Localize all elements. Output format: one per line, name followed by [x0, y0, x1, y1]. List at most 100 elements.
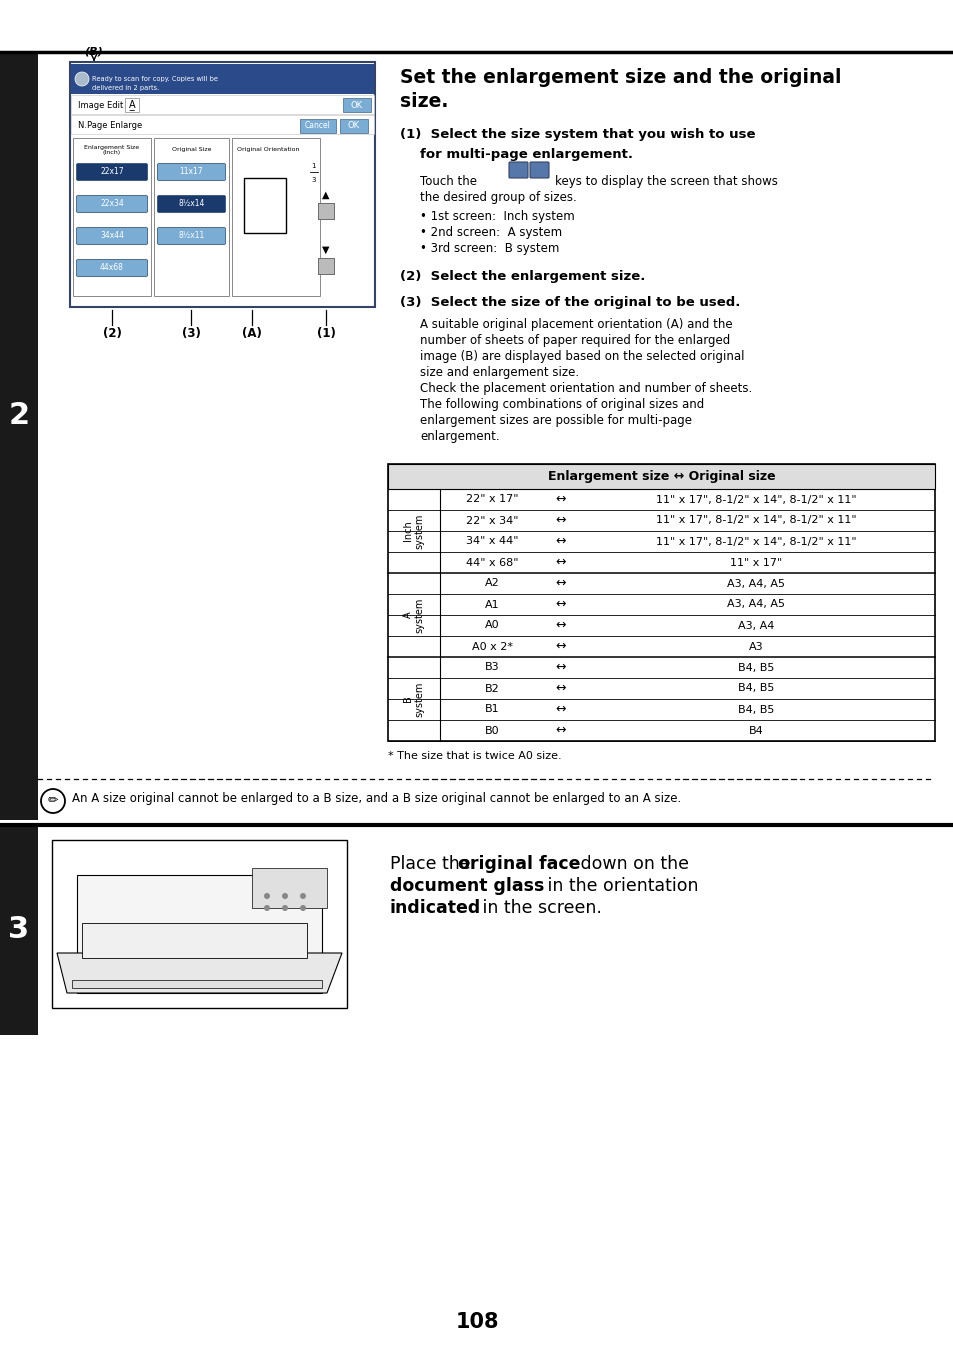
Bar [71, 979, 322, 988]
Text: ↔: ↔ [556, 703, 566, 716]
Text: A0 x 2*: A0 x 2* [472, 642, 513, 651]
Bar [252, 867, 327, 908]
Text: A1: A1 [485, 600, 499, 609]
Text: original face: original face [457, 855, 579, 873]
Bar [71, 115, 374, 134]
Text: 22x34: 22x34 [100, 200, 124, 208]
Text: 11" x 17": 11" x 17" [729, 558, 781, 567]
Bar [232, 138, 319, 296]
Text: Place the: Place the [390, 855, 476, 873]
Text: Image Edit: Image Edit [78, 100, 123, 109]
Text: Set the enlargement size and the original: Set the enlargement size and the origina… [399, 68, 841, 86]
Circle shape [299, 893, 306, 898]
Text: enlargement.: enlargement. [419, 430, 499, 443]
Bar [125, 99, 139, 112]
Text: keys to display the screen that shows: keys to display the screen that shows [555, 176, 777, 188]
Bar [244, 178, 286, 232]
Text: indicated: indicated [390, 898, 480, 917]
Text: A3, A4: A3, A4 [737, 620, 774, 631]
Bar [317, 258, 334, 274]
Text: ▼: ▼ [515, 180, 521, 189]
Text: A suitable original placement orientation (A) and the: A suitable original placement orientatio… [419, 317, 732, 331]
FancyBboxPatch shape [76, 227, 148, 245]
Text: A̲: A̲ [129, 100, 135, 111]
Polygon shape [57, 952, 341, 993]
Text: delivered in 2 parts.: delivered in 2 parts. [91, 85, 159, 91]
Text: enlargement sizes are possible for multi-page: enlargement sizes are possible for multi… [419, 413, 691, 427]
Text: (3)  Select the size of the original to be used.: (3) Select the size of the original to b… [399, 296, 740, 309]
Circle shape [75, 72, 89, 86]
Bar [73, 138, 151, 296]
Text: ↔: ↔ [556, 640, 566, 653]
Circle shape [264, 905, 270, 911]
Text: Enlargement Size
(Inch): Enlargement Size (Inch) [85, 145, 139, 155]
Text: 1: 1 [312, 163, 315, 169]
Text: ↔: ↔ [556, 724, 566, 738]
Bar [317, 203, 334, 219]
FancyBboxPatch shape [509, 162, 527, 178]
Bar [52, 840, 347, 1008]
Text: A
system: A system [403, 597, 424, 632]
Text: (A): (A) [242, 327, 262, 339]
Circle shape [282, 893, 288, 898]
Bar [0, 825, 38, 1035]
Text: B4, B5: B4, B5 [737, 662, 774, 673]
Text: 34x44: 34x44 [100, 231, 124, 240]
Text: Original Orientation: Original Orientation [236, 147, 299, 153]
Bar [153, 138, 229, 296]
FancyBboxPatch shape [157, 163, 225, 181]
Text: * The size that is twice A0 size.: * The size that is twice A0 size. [388, 751, 561, 761]
Text: Touch the: Touch the [419, 176, 476, 188]
Text: (2)  Select the enlargement size.: (2) Select the enlargement size. [399, 270, 644, 282]
Text: A3, A4, A5: A3, A4, A5 [726, 578, 784, 589]
Text: the desired group of sizes.: the desired group of sizes. [419, 190, 577, 204]
Text: number of sheets of paper required for the enlarged: number of sheets of paper required for t… [419, 334, 729, 347]
Text: image (B) are displayed based on the selected original: image (B) are displayed based on the sel… [419, 350, 743, 363]
Text: B1: B1 [485, 704, 499, 715]
Text: 22" x 17": 22" x 17" [466, 494, 518, 504]
Bar [388, 463, 934, 489]
Text: 11" x 17", 8-1/2" x 14", 8-1/2" x 11": 11" x 17", 8-1/2" x 14", 8-1/2" x 11" [655, 494, 856, 504]
Bar [343, 99, 371, 112]
Bar [82, 923, 307, 958]
Text: ↔: ↔ [556, 577, 566, 590]
Text: down on the: down on the [575, 855, 688, 873]
Text: B4: B4 [748, 725, 762, 735]
Text: B2: B2 [485, 684, 499, 693]
Text: 22" x 34": 22" x 34" [466, 516, 518, 526]
Text: 44x68: 44x68 [100, 263, 124, 273]
Text: Enlargement size ↔ Original size: Enlargement size ↔ Original size [547, 470, 775, 484]
Text: Ready to scan for copy. Copies will be: Ready to scan for copy. Copies will be [91, 76, 218, 82]
Text: Inch
system: Inch system [403, 513, 424, 549]
Text: 11" x 17", 8-1/2" x 14", 8-1/2" x 11": 11" x 17", 8-1/2" x 14", 8-1/2" x 11" [655, 516, 856, 526]
Text: 8½x14: 8½x14 [178, 200, 205, 208]
Text: N.Page Enlarge: N.Page Enlarge [78, 120, 142, 130]
FancyBboxPatch shape [76, 259, 148, 277]
Text: ▼: ▼ [322, 245, 330, 255]
Text: Cancel: Cancel [305, 122, 331, 131]
Text: (2): (2) [103, 327, 121, 339]
Text: OK: OK [351, 100, 363, 109]
FancyBboxPatch shape [157, 227, 225, 245]
Text: B4, B5: B4, B5 [737, 704, 774, 715]
Text: Check the placement orientation and number of sheets.: Check the placement orientation and numb… [419, 382, 752, 394]
Text: (1)  Select the size system that you wish to use: (1) Select the size system that you wish… [399, 128, 755, 141]
Text: • 1st screen:  Inch system: • 1st screen: Inch system [419, 209, 574, 223]
Text: ↔: ↔ [556, 493, 566, 507]
Bar [299, 119, 335, 132]
Text: size.: size. [399, 92, 448, 111]
Bar [388, 463, 934, 740]
Bar [317, 258, 334, 274]
Text: for multi-page enlargement.: for multi-page enlargement. [419, 149, 633, 161]
Text: ↔: ↔ [556, 598, 566, 611]
Text: (3): (3) [182, 327, 201, 339]
Bar [0, 51, 38, 820]
Circle shape [299, 905, 306, 911]
Text: in the orientation: in the orientation [541, 877, 698, 894]
Text: 11" x 17", 8-1/2" x 14", 8-1/2" x 11": 11" x 17", 8-1/2" x 14", 8-1/2" x 11" [655, 536, 856, 547]
Text: 2: 2 [9, 400, 30, 430]
Text: A0: A0 [485, 620, 499, 631]
Text: The following combinations of original sizes and: The following combinations of original s… [419, 399, 703, 411]
Text: • 2nd screen:  A system: • 2nd screen: A system [419, 226, 561, 239]
Text: (1): (1) [316, 327, 335, 339]
